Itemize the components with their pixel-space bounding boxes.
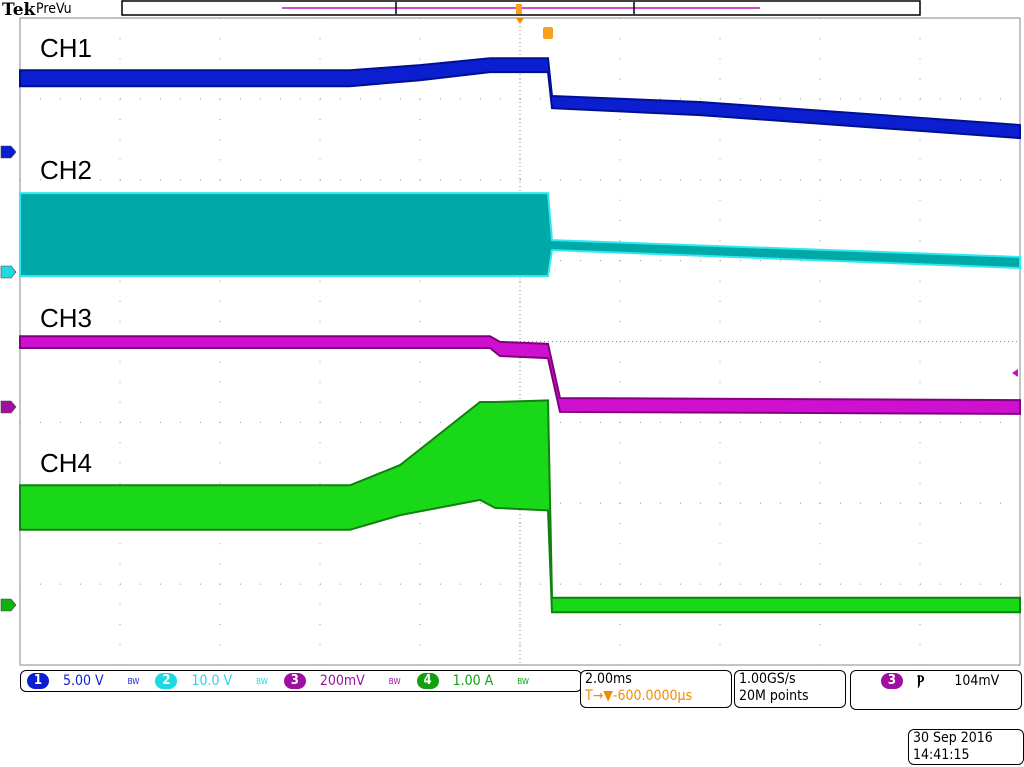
- sample-rate: 1.00GS/s: [739, 671, 796, 687]
- view-window-brackets: [395, 2, 635, 14]
- trigger-source-badge: 3: [881, 673, 903, 689]
- bw-limit-icon: BW: [256, 676, 268, 686]
- trigger-position-marker: [516, 18, 524, 24]
- ch4-scale: 1.00 A: [452, 672, 494, 689]
- ch2-scale: 10.0 V: [191, 672, 233, 689]
- trigger-point-marker: [543, 27, 553, 39]
- ch2-badge: 2: [155, 673, 178, 689]
- ch1-scale: 5.00 V: [63, 672, 104, 689]
- ch3-badge: 3: [283, 673, 306, 689]
- time: 14:41:15: [913, 747, 970, 763]
- ch4-label: CH4: [40, 448, 93, 478]
- vertical-settings-bar[interactable]: 1 5.00 V BW 2 10.0 V BW 3 200mV BW 4 1.00 A BW: [20, 670, 582, 692]
- ch3-scale: 200mV: [319, 672, 365, 689]
- ch1-ground-marker: [0, 145, 17, 159]
- brand-logo: Tek: [2, 0, 36, 20]
- ch2-setting[interactable]: 2 10.0 V BW: [155, 673, 277, 690]
- ch3-ground-marker: [0, 400, 17, 414]
- ch3-label: CH3: [40, 303, 93, 333]
- ch1-badge: 1: [27, 673, 49, 689]
- falling-edge-icon: Ⲣ: [917, 673, 925, 689]
- bw-limit-icon: BW: [388, 676, 401, 686]
- date: 30 Sep 2016: [913, 730, 993, 746]
- ch1-label: CH1: [40, 33, 93, 63]
- acquisition-box[interactable]: 1.00GS/s 20M points: [734, 670, 846, 708]
- trigger-level: 104mV: [954, 673, 1000, 689]
- timebase-box[interactable]: 2.00ms T→▼-600.0000µs: [580, 670, 732, 708]
- record-view-bar: [121, 0, 921, 16]
- trace-ch3: [19, 335, 1021, 415]
- trigger-box[interactable]: 3 Ⲣ 104mV: [850, 670, 1022, 710]
- ch4-badge: 4: [416, 673, 439, 689]
- trigger-position: T→▼-600.0000µs: [585, 688, 693, 704]
- datetime-box: 30 Sep 2016 14:41:15: [908, 729, 1024, 765]
- ch1-setting[interactable]: 1 5.00 V BW: [27, 673, 149, 690]
- acquisition-mode: PreVu: [36, 1, 72, 17]
- trace-ch1: [19, 57, 1021, 140]
- ch2-label: CH2: [40, 155, 93, 185]
- ch4-setting[interactable]: 4 1.00 A BW: [416, 672, 539, 690]
- trigger-level-marker: [1012, 369, 1018, 377]
- bw-limit-icon: BW: [517, 676, 530, 686]
- record-length: 20M points: [739, 688, 809, 704]
- bw-limit-icon: BW: [127, 676, 140, 686]
- trace-ch2: [19, 192, 1021, 277]
- ch4-ground-marker: [0, 598, 17, 612]
- time-per-div: 2.00ms: [585, 671, 632, 687]
- trace-ch4: [19, 399, 1021, 614]
- trigger-marker-record: [516, 4, 522, 14]
- ch2-ground-marker: [0, 265, 17, 279]
- ch3-setting[interactable]: 3 200mV BW: [283, 672, 411, 690]
